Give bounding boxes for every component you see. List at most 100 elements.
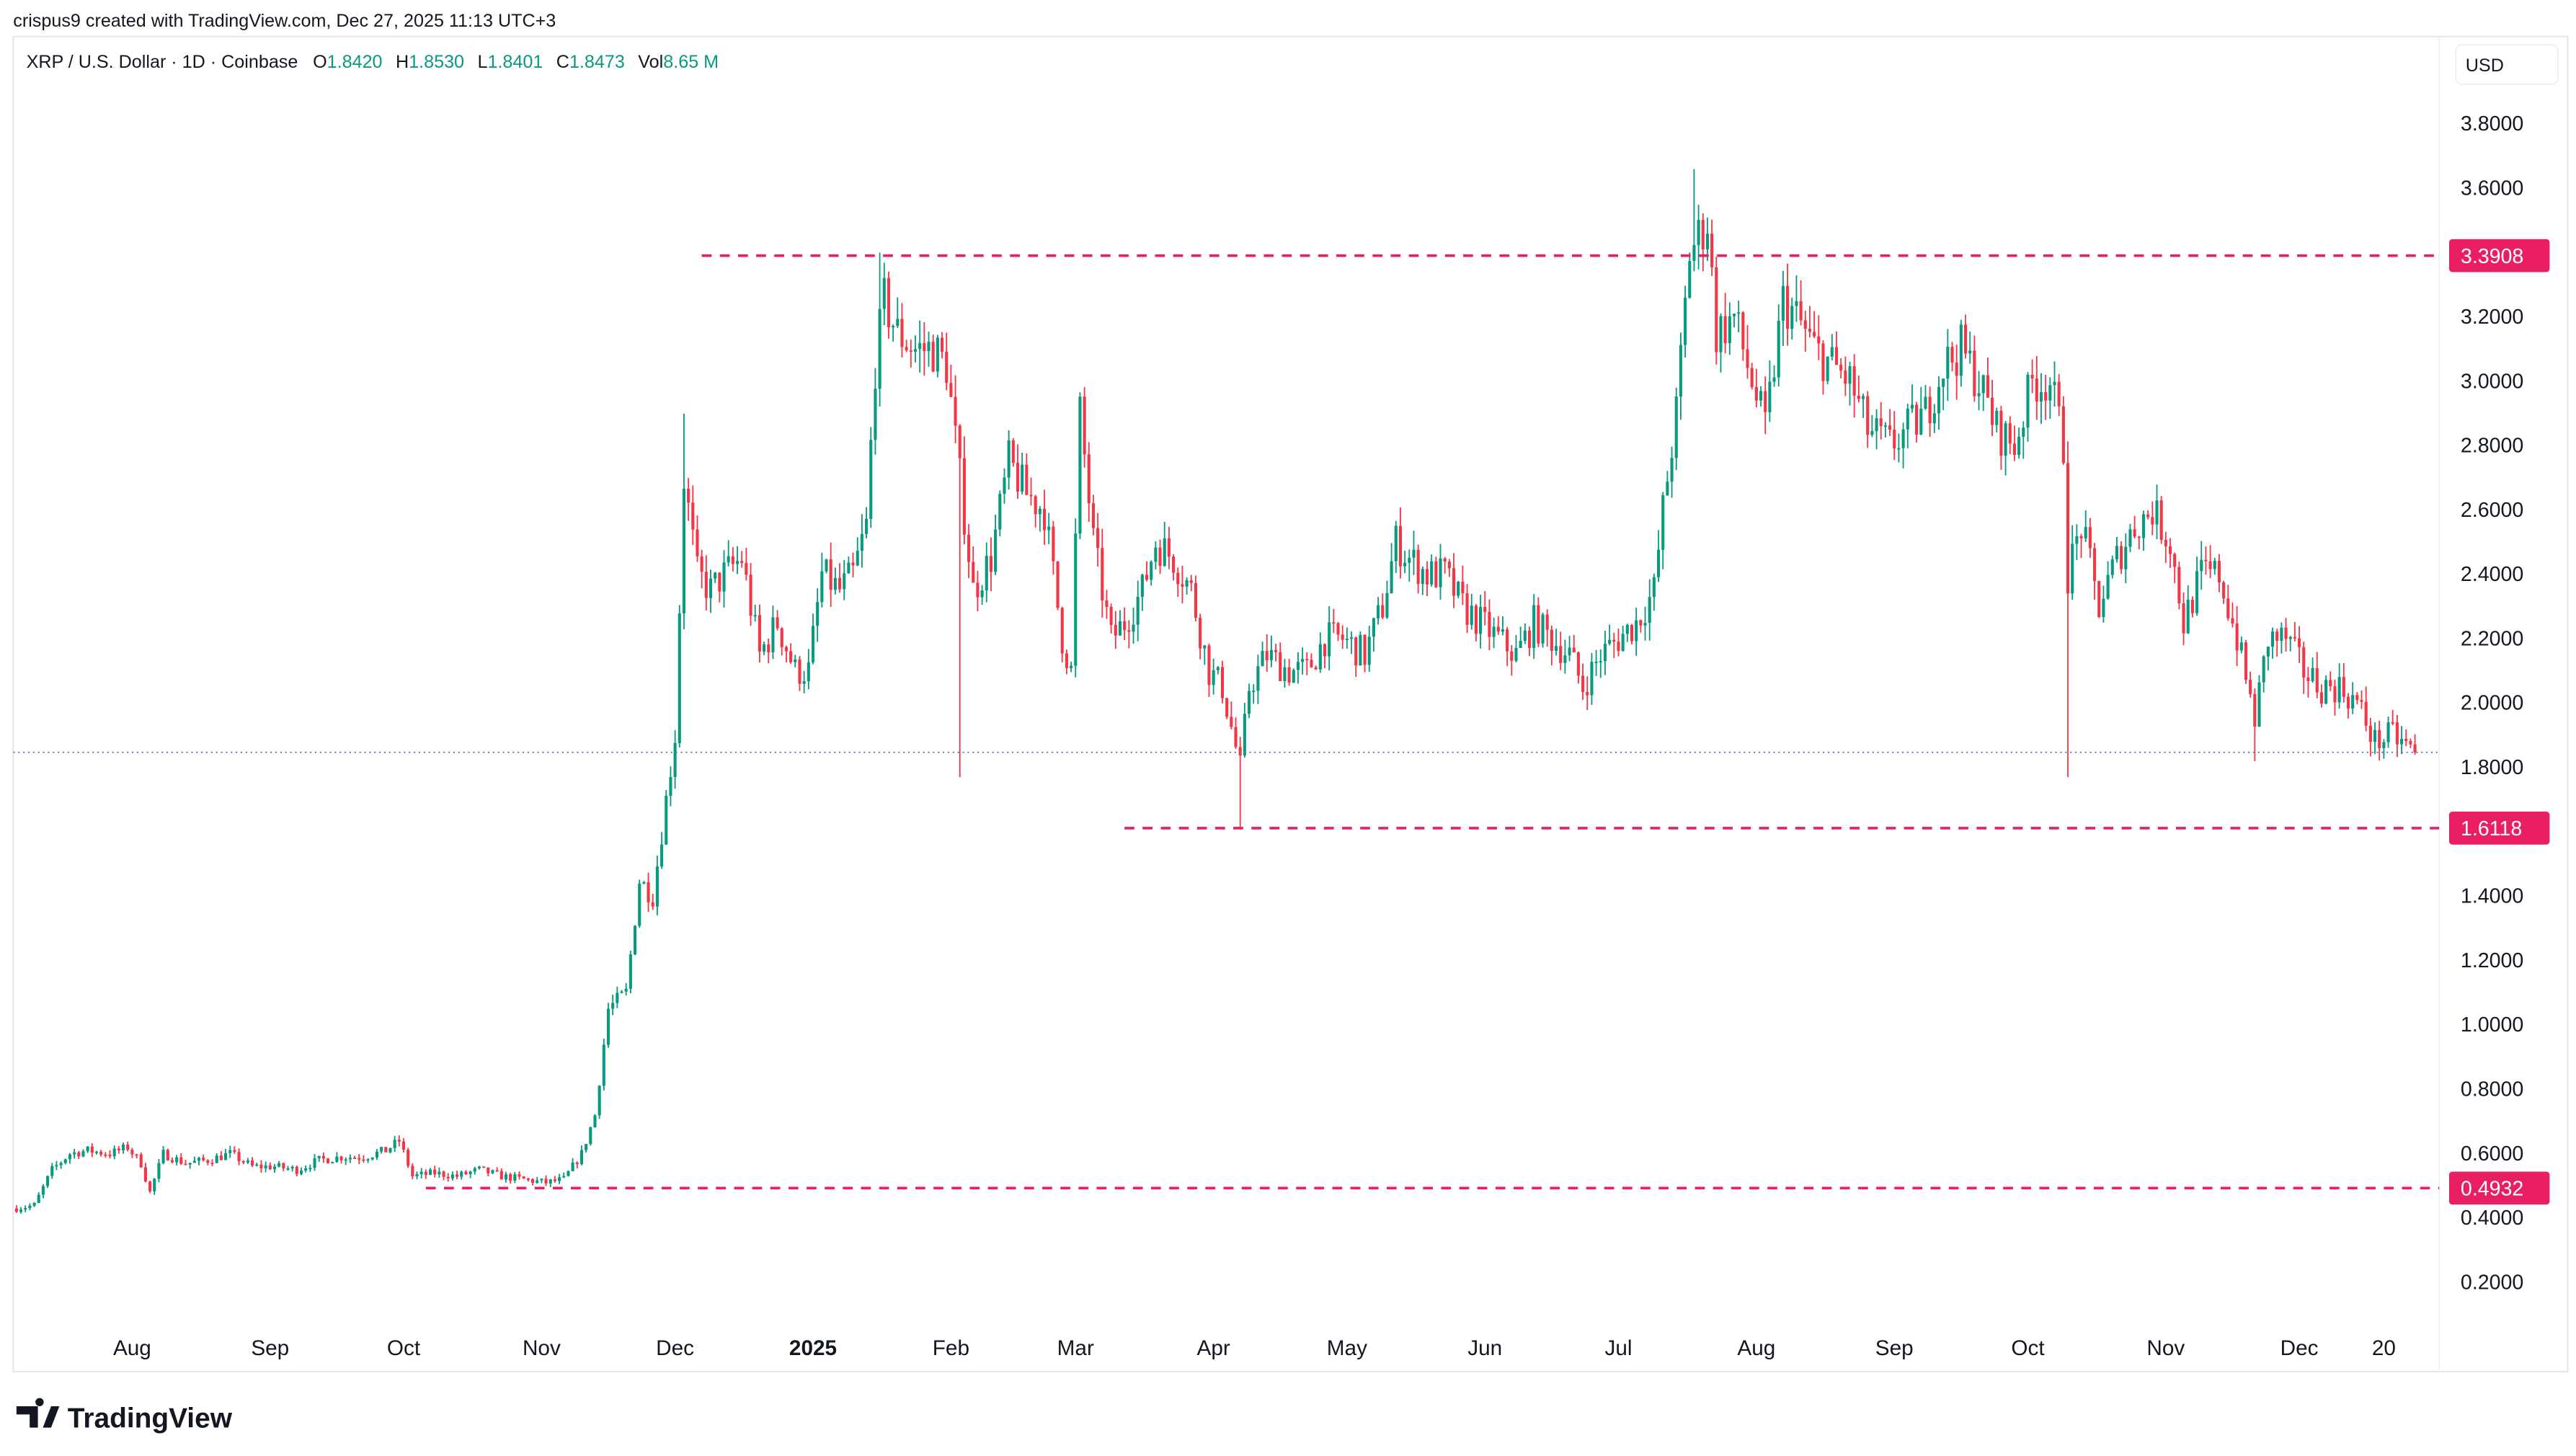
time-tick-label: Aug	[1737, 1336, 1775, 1360]
candle-body	[456, 1174, 459, 1177]
candle-body	[2066, 463, 2070, 594]
currency-button[interactable]: USD	[2455, 44, 2559, 85]
candle-body	[2017, 436, 2021, 456]
candle-body	[624, 988, 628, 992]
candle-body	[1830, 347, 1834, 357]
candle-body	[1639, 620, 1643, 626]
candle-body	[843, 573, 846, 590]
candle-body	[1203, 645, 1207, 649]
candle-body	[1768, 381, 1772, 412]
level-price-badge	[2448, 239, 2550, 272]
candle-body	[2226, 598, 2230, 618]
candle-body	[1906, 408, 1909, 430]
candle-body	[2120, 546, 2123, 569]
candle-body	[295, 1166, 298, 1174]
candle-body	[562, 1176, 566, 1178]
candle-body	[1292, 670, 1295, 683]
candle-body	[1261, 651, 1264, 667]
candle-body	[2382, 742, 2386, 748]
candle-body	[2266, 647, 2270, 657]
candle-body	[86, 1146, 89, 1152]
candle-body	[1394, 525, 1398, 561]
candle-body	[833, 577, 837, 590]
candle-body	[2288, 636, 2292, 639]
symbol-title: XRP / U.S. Dollar · 1D · Coinbase	[27, 52, 298, 72]
candle-body	[68, 1154, 72, 1160]
candle-body	[1016, 463, 1020, 492]
candle-body	[1025, 464, 1029, 495]
candle-body	[130, 1150, 134, 1155]
time-axis[interactable]: Aug Sep Oct Nov Dec 2025 Feb Mar Apr May Jun Jul Aug…	[113, 1336, 2396, 1360]
candle-body	[1052, 526, 1055, 561]
candle-body	[1514, 647, 1518, 661]
candle-body	[1430, 561, 1434, 585]
candle-body	[1247, 691, 1251, 714]
candle-body	[2360, 700, 2363, 702]
candle-body	[1403, 562, 1407, 567]
candle-body	[1136, 597, 1140, 625]
candle-body	[344, 1159, 347, 1161]
candles	[14, 169, 2417, 1214]
candle-body	[936, 337, 939, 372]
candle-body	[2155, 500, 2159, 525]
candle-body	[1977, 393, 1981, 396]
candle-body	[1181, 584, 1184, 587]
candle-body	[1568, 647, 1571, 656]
candle-body	[1363, 634, 1367, 665]
candle-body	[1834, 347, 1839, 365]
price-tick-label: 0.2000	[2461, 1271, 2523, 1294]
candle-body	[1381, 605, 1385, 618]
candle-body	[2008, 423, 2012, 444]
candle-body	[1986, 375, 1989, 398]
candle-body	[1408, 557, 1411, 563]
candle-body	[1154, 547, 1158, 562]
candle-body	[758, 615, 761, 652]
candle-body	[366, 1159, 370, 1161]
candle-body	[108, 1154, 112, 1157]
logo-text: TradingView	[68, 1403, 233, 1434]
candle-body	[544, 1178, 548, 1184]
candle-body	[1750, 368, 1754, 387]
candle-body	[464, 1171, 468, 1175]
candle-body	[1586, 692, 1589, 696]
price-tick-label: 1.8000	[2461, 756, 2523, 779]
candle-body	[1114, 624, 1117, 636]
candle-body	[1176, 572, 1180, 585]
candle-body	[2030, 374, 2034, 379]
candle-body	[1946, 347, 1950, 379]
candle-body	[1083, 396, 1086, 455]
candle-body	[1060, 608, 1064, 654]
candle-body	[1688, 261, 1692, 298]
candle-body	[1959, 324, 1963, 376]
price-tick-label: 2.4000	[2461, 563, 2523, 586]
candle-body	[1074, 533, 1078, 666]
candle-body	[2137, 536, 2141, 538]
candle-body	[1421, 569, 1424, 585]
candle-body	[2151, 517, 2154, 525]
price-axis[interactable]: 3.8000 3.6000 3.2000 3.0000 2.8000 2.6000 2.40…	[2461, 112, 2523, 1294]
candle-body	[669, 777, 672, 796]
candle-body	[798, 659, 801, 684]
candle-body	[1937, 386, 1941, 414]
candle-body	[1594, 662, 1598, 663]
candle-body	[2235, 623, 2239, 651]
candle-body	[77, 1152, 81, 1157]
candle-body	[2311, 667, 2314, 682]
candle-body	[1781, 285, 1785, 321]
time-tick-label: Oct	[2011, 1336, 2045, 1360]
candle-body	[704, 572, 708, 598]
candle-body	[1140, 574, 1144, 598]
candle-body	[1728, 316, 1731, 344]
candle-body	[2044, 392, 2048, 401]
time-tick-label: Feb	[933, 1336, 969, 1360]
candle-body	[691, 502, 695, 530]
candle-body	[1648, 597, 1651, 623]
candle-body	[1635, 620, 1638, 642]
candle-body	[1047, 526, 1051, 531]
candle-body	[753, 615, 757, 617]
candle-body	[1172, 556, 1176, 573]
candle-body	[499, 1171, 503, 1180]
candle-body	[446, 1176, 450, 1178]
candle-body	[780, 628, 783, 647]
tradingview-logo[interactable]: TradingView	[16, 1398, 233, 1434]
